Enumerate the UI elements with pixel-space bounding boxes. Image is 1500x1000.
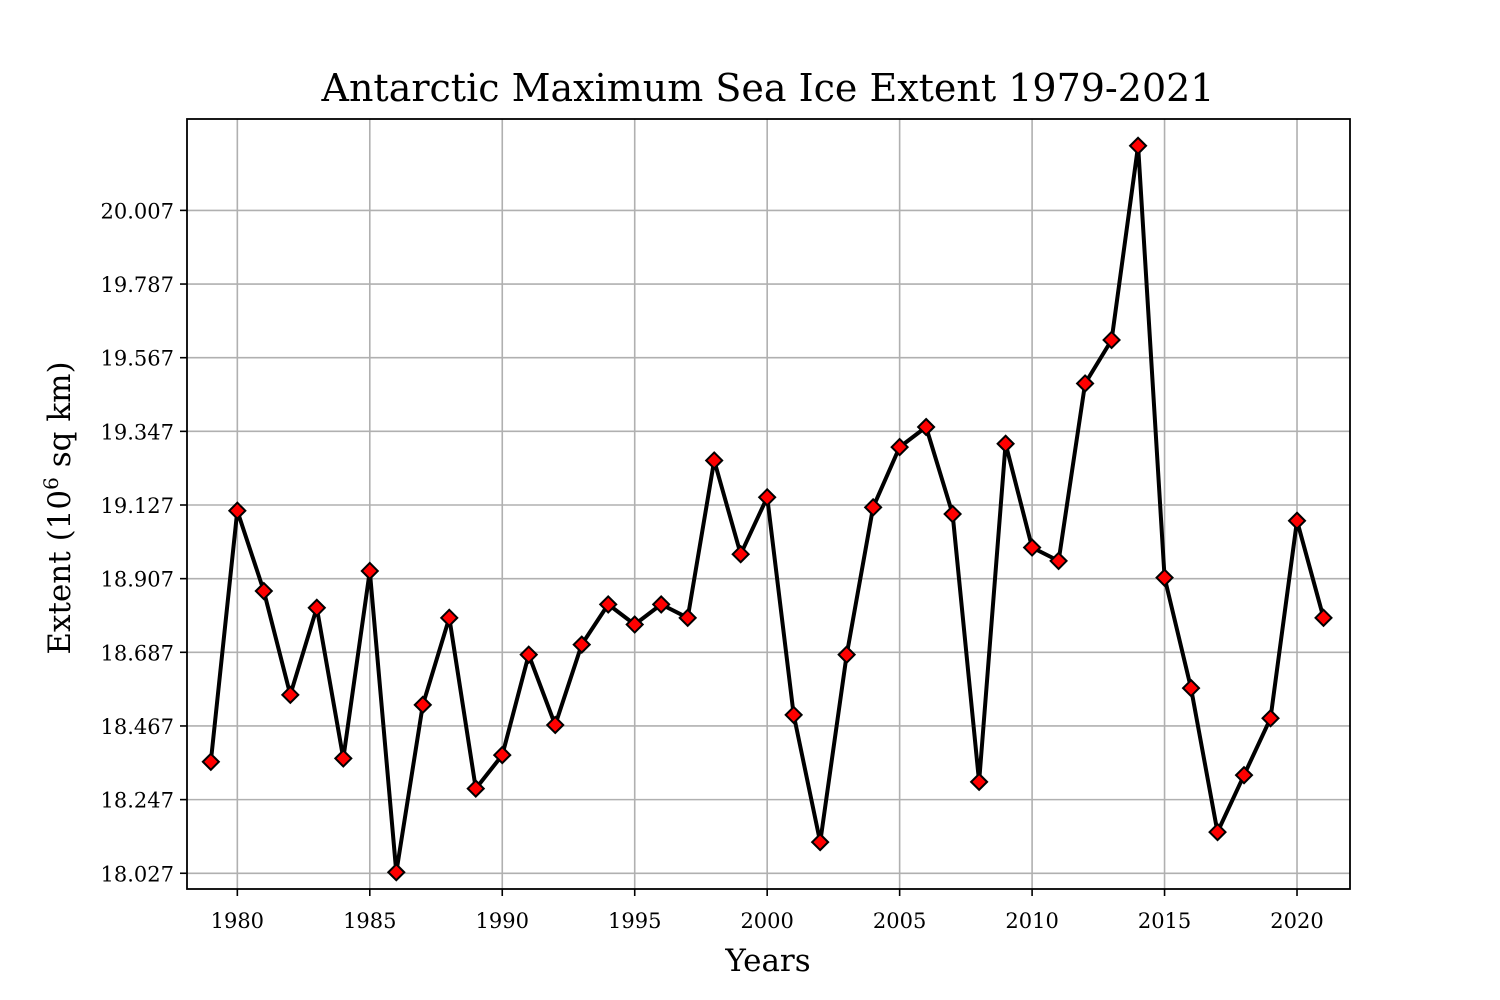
data-point-marker xyxy=(333,749,353,768)
data-point-marker xyxy=(943,504,963,524)
data-point-marker xyxy=(837,645,857,665)
data-point-marker xyxy=(1102,330,1121,350)
data-point-marker xyxy=(890,437,910,457)
data-point-marker xyxy=(810,832,830,852)
data-point-marker xyxy=(413,695,433,715)
data-point-marker xyxy=(360,561,380,581)
x-tick-label: 2015 xyxy=(1138,909,1191,933)
data-point-marker xyxy=(1022,538,1042,557)
data-point-marker xyxy=(280,685,300,705)
data-point-marker xyxy=(545,715,565,735)
data-point-marker xyxy=(1181,678,1201,698)
data-point-marker xyxy=(625,615,645,634)
data-point-marker xyxy=(678,608,698,628)
y-axis-label: Extent (106 sq km) xyxy=(39,361,78,654)
data-point-marker xyxy=(1075,374,1095,393)
data-point-marker xyxy=(227,501,247,521)
data-point-marker xyxy=(651,595,671,614)
data-point-marker xyxy=(969,772,989,792)
x-axis: 1980 1985 1990 1995 2000 2005 2010 2015 2020 xyxy=(211,889,1324,933)
data-point-marker xyxy=(307,598,327,618)
y-axis: 18.027 18.247 18.467 18.687 18.907 19.127 19.3… xyxy=(101,199,187,886)
chart-title: Antarctic Maximum Sea Ice Extent 1979-20… xyxy=(321,66,1215,110)
data-point-marker xyxy=(492,745,512,765)
y-tick-label: 19.347 xyxy=(101,420,174,444)
x-tick-label: 2020 xyxy=(1270,909,1323,933)
data-point-marker xyxy=(1234,765,1254,785)
data-point-marker xyxy=(704,451,724,470)
y-axis-label-exponent: 6 xyxy=(39,477,63,490)
data-point-marker xyxy=(731,544,751,564)
data-point-marker xyxy=(439,608,459,628)
y-tick-label: 18.907 xyxy=(101,568,174,592)
data-point-marker xyxy=(1208,822,1227,842)
y-tick-label: 18.027 xyxy=(101,862,174,886)
data-point-marker xyxy=(757,487,777,507)
data-point-marker xyxy=(916,417,936,437)
data-point-marker xyxy=(466,779,486,798)
data-point-marker xyxy=(996,434,1016,454)
data-point-marker xyxy=(598,595,618,614)
data-point-marker xyxy=(1049,551,1069,571)
data-point-marker xyxy=(863,497,883,517)
data-point-marker xyxy=(1155,568,1174,588)
x-tick-label: 2010 xyxy=(1005,909,1058,933)
x-tick-label: 2000 xyxy=(740,909,793,933)
x-tick-label: 1980 xyxy=(211,909,264,933)
y-axis-label-tail: sq km) xyxy=(42,361,78,477)
y-tick-label: 19.787 xyxy=(101,273,174,297)
y-axis-label-main: Extent (10 xyxy=(42,490,78,655)
x-tick-label: 1990 xyxy=(476,909,529,933)
data-point-marker xyxy=(1261,708,1280,728)
plot-frame xyxy=(186,118,1351,890)
x-tick-label: 1995 xyxy=(608,909,661,933)
x-tick-label: 2005 xyxy=(873,909,926,933)
data-point-marker xyxy=(519,645,539,665)
data-point-marker xyxy=(254,581,274,601)
data-point-marker xyxy=(1128,136,1148,156)
data-point-marker xyxy=(572,635,592,655)
data-point-marker xyxy=(386,862,406,882)
y-tick-label: 18.247 xyxy=(101,789,174,813)
y-tick-label: 19.567 xyxy=(101,347,174,371)
data-point-marker xyxy=(1287,511,1307,531)
y-tick-label: 18.467 xyxy=(101,715,174,739)
data-point-marker xyxy=(201,752,221,772)
y-tick-label: 18.687 xyxy=(101,641,174,665)
x-tick-label: 1985 xyxy=(343,909,396,933)
data-point-marker xyxy=(1314,608,1333,628)
y-tick-label: 19.127 xyxy=(101,494,174,518)
x-axis-label: Years xyxy=(724,943,810,979)
series-group xyxy=(201,136,1333,882)
data-point-marker xyxy=(784,705,804,725)
y-tick-label: 20.007 xyxy=(101,199,174,223)
